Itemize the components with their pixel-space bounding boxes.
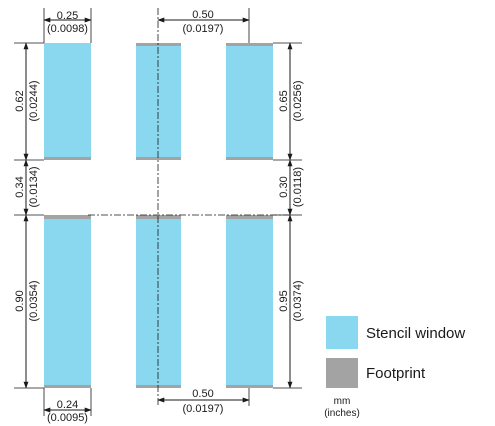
dim-right-gap-in: (0.0118) [292,167,304,207]
dim-top-pad-width-in: (0.0098) [47,23,88,35]
pad-top-middle [136,43,181,160]
dim-bottom-right-height: 0.95 (0.0374) [278,214,304,389]
pad-bottom-middle [136,215,181,388]
legend-footprint-swatch [326,358,358,388]
dim-right-gap: 0.30 (0.0118) [278,159,304,216]
dim-bottom-pad-width: 0.24 (0.0095) [43,388,92,424]
pad-bottom-right [226,215,273,388]
dim-top-right-height: 0.65 (0.0256) [278,42,304,161]
dim-bottom-left-height: 0.90 (0.0354) [14,214,40,389]
units-secondary: (inches) [324,408,360,419]
dim-top-left-height: 0.62 (0.0244) [14,42,40,161]
legend-stencil-swatch [326,316,358,349]
dim-top-pad-width: 0.25 (0.0098) [43,8,92,43]
dim-top-pitch-mm: 0.50 [192,9,213,21]
dim-bottom-left-height-mm: 0.90 [14,290,26,311]
pad-top-left [44,43,91,160]
dim-bottom-pad-width-mm: 0.24 [57,399,78,411]
dim-bottom-pitch-in: (0.0197) [183,403,224,415]
dim-top-pitch: 0.50 (0.0197) [157,8,250,43]
dim-bottom-pitch-mm: 0.50 [192,388,213,400]
dim-left-gap: 0.34 (0.0134) [14,159,40,216]
pad-bottom-left [44,215,91,388]
dim-right-gap-mm: 0.30 [278,176,290,197]
dim-bottom-left-height-in: (0.0354) [28,281,40,322]
units-primary: mm [334,396,351,407]
dim-left-gap-in: (0.0134) [28,167,40,208]
pad-top-right [226,43,273,160]
legend: Stencil window Footprint mm (inches) [324,316,465,419]
dim-top-pad-width-mm: 0.25 [57,10,78,22]
dim-top-left-height-mm: 0.62 [14,90,26,111]
legend-stencil-label: Stencil window [366,325,465,342]
dim-bottom-right-height-in: (0.0374) [292,281,304,322]
dim-top-right-height-mm: 0.65 [278,90,290,111]
dim-bottom-pitch: 0.50 (0.0197) [157,388,250,415]
legend-footprint-label: Footprint [366,365,426,382]
dim-bottom-pad-width-in: (0.0095) [47,412,88,424]
dim-top-left-height-in: (0.0244) [28,81,40,122]
dim-top-pitch-in: (0.0197) [183,23,224,35]
dim-bottom-right-height-mm: 0.95 [278,290,290,311]
dim-left-gap-mm: 0.34 [14,176,26,197]
dim-top-right-height-in: (0.0256) [292,81,304,122]
